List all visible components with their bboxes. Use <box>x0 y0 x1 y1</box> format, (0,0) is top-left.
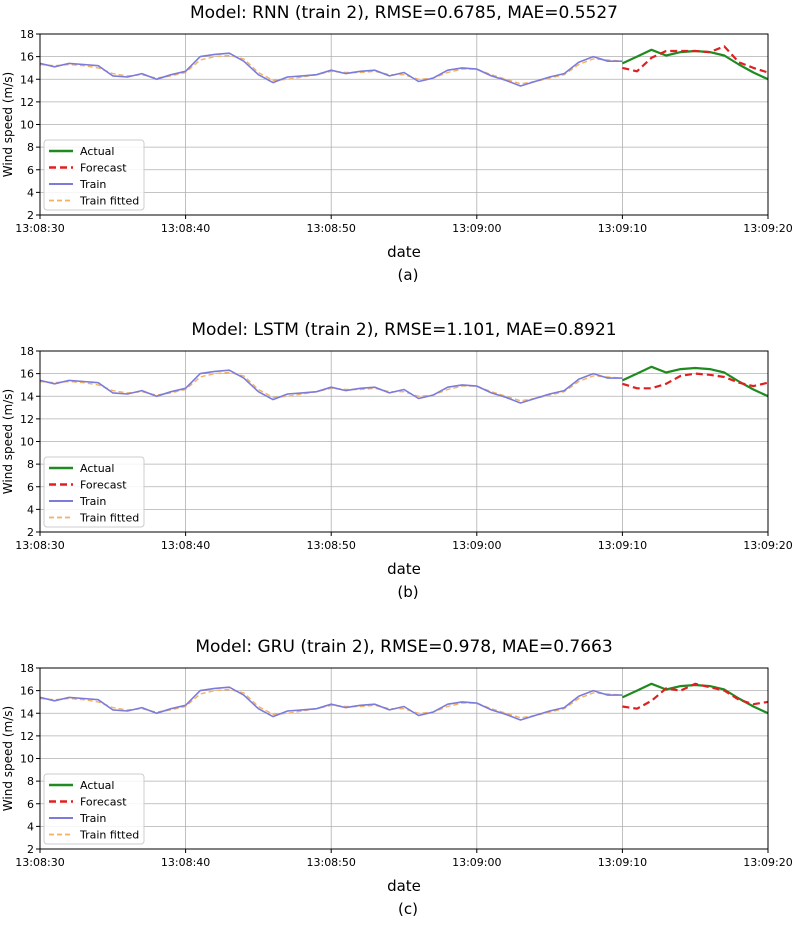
legend-label: Train fitted <box>79 195 139 208</box>
x-tick-label: 13:09:00 <box>452 856 501 869</box>
legend-box <box>43 139 145 211</box>
series-line-forecast <box>622 682 769 710</box>
x-tick-label: 13:08:30 <box>15 222 64 235</box>
y-tick-label: 8 <box>27 458 34 471</box>
x-tick-label: 13:08:30 <box>15 856 64 869</box>
x-tick-label: 13:08:50 <box>306 856 355 869</box>
legend-label: Train <box>79 178 106 191</box>
y-tick-label: 4 <box>27 820 34 833</box>
y-tick-label: 18 <box>20 662 34 675</box>
x-axis-label: date <box>387 877 421 895</box>
legend: Actual Forecast Train Train fitted <box>43 456 145 528</box>
y-tick-label: 12 <box>20 730 34 743</box>
y-tick-label: 12 <box>20 413 34 426</box>
y-tick-label: 4 <box>27 186 34 199</box>
x-axis-label: date <box>387 560 421 578</box>
panel-label: (c) <box>398 900 418 918</box>
x-tick-label: 13:08:40 <box>161 222 210 235</box>
y-tick-label: 10 <box>20 436 34 449</box>
x-tick-label: 13:09:10 <box>598 539 647 552</box>
series-line-forecast <box>622 372 769 390</box>
chart-title: Model: GRU (train 2), RMSE=0.978, MAE=0.… <box>195 637 612 657</box>
y-tick-label: 6 <box>27 798 34 811</box>
series-line-train <box>39 52 623 87</box>
x-tick-label: 13:08:50 <box>306 222 355 235</box>
series-line-train <box>39 369 623 404</box>
y-tick-label: 8 <box>27 141 34 154</box>
y-tick-label: 14 <box>20 707 34 720</box>
legend-label: Actual <box>80 779 114 792</box>
y-tick-label: 6 <box>27 164 34 177</box>
x-tick-label: 13:08:50 <box>306 539 355 552</box>
legend-label: Train <box>79 812 106 825</box>
x-tick-label: 13:09:20 <box>743 222 792 235</box>
series-line-train <box>39 686 623 721</box>
x-tick-label: 13:09:10 <box>598 222 647 235</box>
y-tick-label: 2 <box>27 209 34 222</box>
x-tick-label: 13:08:30 <box>15 539 64 552</box>
x-tick-label: 13:09:20 <box>743 856 792 869</box>
legend-box <box>43 456 145 528</box>
x-tick-label: 13:09:00 <box>452 539 501 552</box>
y-tick-label: 16 <box>20 685 34 698</box>
legend: Actual Forecast Train Train fitted <box>43 773 145 845</box>
y-axis-label: Wind speed (m/s) <box>1 389 15 494</box>
y-tick-label: 6 <box>27 481 34 494</box>
legend-box <box>43 773 145 845</box>
series-line-actual <box>621 682 769 715</box>
chart-panel-1: Model: RNN (train 2), RMSE=0.6785, MAE=0… <box>1 3 793 284</box>
x-tick-label: 13:09:00 <box>452 222 501 235</box>
y-tick-label: 18 <box>20 345 34 358</box>
legend-label: Train <box>79 495 106 508</box>
panel-label: (b) <box>397 583 418 601</box>
y-tick-label: 2 <box>27 843 34 856</box>
legend-label: Actual <box>80 462 114 475</box>
y-tick-label: 18 <box>20 28 34 41</box>
y-tick-label: 8 <box>27 775 34 788</box>
y-tick-label: 10 <box>20 119 34 132</box>
chart-title: Model: RNN (train 2), RMSE=0.6785, MAE=0… <box>190 3 618 23</box>
chart-title: Model: LSTM (train 2), RMSE=1.101, MAE=0… <box>191 320 616 340</box>
y-tick-label: 2 <box>27 526 34 539</box>
legend-label: Forecast <box>80 796 127 809</box>
legend-label: Actual <box>80 145 114 158</box>
x-axis-label: date <box>387 243 421 261</box>
x-tick-label: 13:08:40 <box>161 539 210 552</box>
y-tick-label: 12 <box>20 96 34 109</box>
y-tick-label: 4 <box>27 503 34 516</box>
y-axis-label: Wind speed (m/s) <box>1 72 15 177</box>
series-line-actual <box>621 365 769 398</box>
series-line-forecast <box>622 45 769 74</box>
y-tick-label: 16 <box>20 368 34 381</box>
x-tick-label: 13:09:10 <box>598 856 647 869</box>
x-tick-label: 13:08:40 <box>161 856 210 869</box>
legend-label: Forecast <box>80 162 127 175</box>
legend-label: Forecast <box>80 479 127 492</box>
y-axis-label: Wind speed (m/s) <box>1 706 15 811</box>
chart-panel-2: Model: LSTM (train 2), RMSE=1.101, MAE=0… <box>1 320 793 601</box>
y-tick-label: 10 <box>20 753 34 766</box>
legend-label: Train fitted <box>79 512 139 525</box>
chart-panel-3: Model: GRU (train 2), RMSE=0.978, MAE=0.… <box>1 637 793 918</box>
y-tick-label: 16 <box>20 51 34 64</box>
y-tick-label: 14 <box>20 73 34 86</box>
y-tick-label: 14 <box>20 390 34 403</box>
legend: Actual Forecast Train Train fitted <box>43 139 145 211</box>
x-tick-label: 13:09:20 <box>743 539 792 552</box>
legend-label: Train fitted <box>79 829 139 842</box>
panel-label: (a) <box>398 266 419 284</box>
